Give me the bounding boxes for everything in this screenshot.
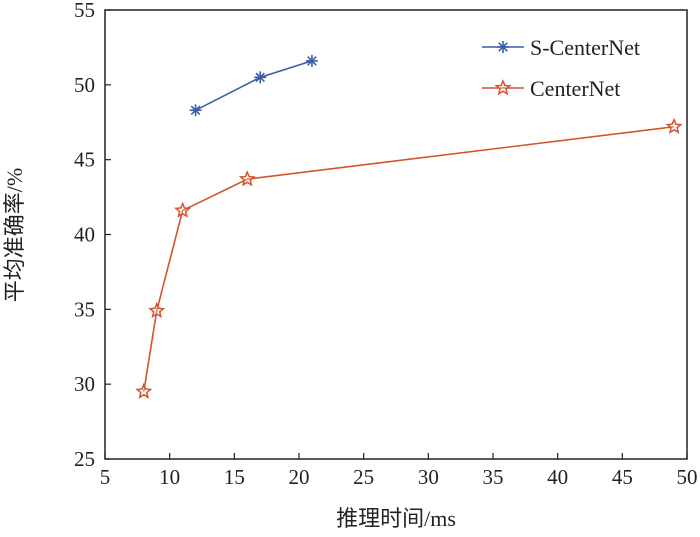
x-tick-label: 40 <box>547 465 568 489</box>
x-tick-label: 50 <box>677 465 698 489</box>
x-tick-label: 30 <box>418 465 439 489</box>
legend-item: S-CenterNet <box>482 35 640 60</box>
x-tick-label: 25 <box>353 465 374 489</box>
axes: 5 10 15 20 25 30 35 40 45 50 25 30 35 40 45 50 55 <box>74 0 698 489</box>
legend-marker <box>497 41 509 53</box>
data-point <box>665 117 683 134</box>
y-tick-label: 45 <box>74 148 95 172</box>
data-point <box>305 54 318 67</box>
x-tick-label: 15 <box>224 465 245 489</box>
legend: S-CenterNet CenterNet <box>482 35 640 101</box>
y-tick-label: 35 <box>74 297 95 321</box>
data-point <box>189 104 202 117</box>
y-tick-label: 25 <box>74 447 95 471</box>
asterisk-stroke <box>498 42 508 52</box>
x-tick-label: 5 <box>100 465 111 489</box>
asterisk-stroke <box>255 72 266 83</box>
series-centernet <box>135 117 683 399</box>
legend-marker <box>494 79 512 96</box>
y-tick-label: 55 <box>74 0 95 22</box>
legend-label: S-CenterNet <box>530 35 640 60</box>
data-point <box>148 301 166 319</box>
x-tick-label: 10 <box>159 465 180 489</box>
legend-label: CenterNet <box>530 76 620 101</box>
y-tick-label: 30 <box>74 372 95 396</box>
series-line <box>195 60 313 111</box>
x-tick-label: 45 <box>612 465 633 489</box>
y-tick-label: 40 <box>74 223 95 247</box>
series-line <box>143 125 675 392</box>
asterisk-stroke <box>190 105 201 116</box>
y-axis-label: 平均准确率/% <box>2 168 27 302</box>
series-layer <box>135 54 683 399</box>
asterisk-stroke <box>307 56 317 66</box>
legend-item: CenterNet <box>482 76 620 101</box>
data-point <box>254 71 267 84</box>
x-tick-label: 20 <box>289 465 310 489</box>
data-point <box>135 382 153 399</box>
x-axis-label: 推理时间/ms <box>336 506 456 531</box>
data-point <box>238 170 256 187</box>
data-point <box>174 201 192 218</box>
y-tick-label: 50 <box>74 73 95 97</box>
x-tick-label: 35 <box>483 465 504 489</box>
series-s-centernet <box>189 54 318 117</box>
